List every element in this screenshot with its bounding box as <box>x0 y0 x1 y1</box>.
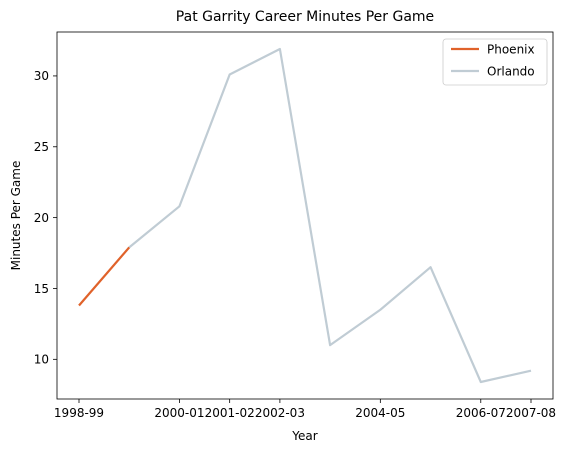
y-tick-label: 25 <box>34 140 49 154</box>
legend-box <box>442 38 548 86</box>
plot-lines <box>78 47 532 384</box>
x-tick-label: 2004-05 <box>355 406 405 420</box>
x-tick-label: 2001-02 <box>205 406 255 420</box>
y-axis-ticks: 10 15 20 25 30 <box>34 69 57 367</box>
x-tick-label: 2002-03 <box>255 406 305 420</box>
y-tick-label: 30 <box>34 69 49 83</box>
legend-label-phoenix: Phoenix <box>487 42 535 56</box>
series-line-phoenix <box>78 246 131 307</box>
y-tick-label: 10 <box>34 353 49 367</box>
series-line-orlando <box>128 47 532 384</box>
chart-title: Pat Garrity Career Minutes Per Game <box>176 9 434 25</box>
legend-label-orlando: Orlando <box>487 64 535 78</box>
legend: Phoenix Orlando <box>442 38 548 86</box>
x-axis-label: Year <box>291 429 317 443</box>
x-tick-label: 2006-07 <box>456 406 506 420</box>
x-tick-label: 2000-01 <box>154 406 204 420</box>
y-tick-label: 20 <box>34 211 49 225</box>
x-axis-ticks: 1998-99 2000-01 2001-02 2002-03 2004-05 2006-… <box>54 399 556 420</box>
y-tick-label: 15 <box>34 282 49 296</box>
y-axis-label: Minutes Per Game <box>9 161 23 271</box>
x-tick-label: 2007-08 <box>506 406 556 420</box>
plot-frame <box>56 31 554 400</box>
x-tick-label: 1998-99 <box>54 406 104 420</box>
